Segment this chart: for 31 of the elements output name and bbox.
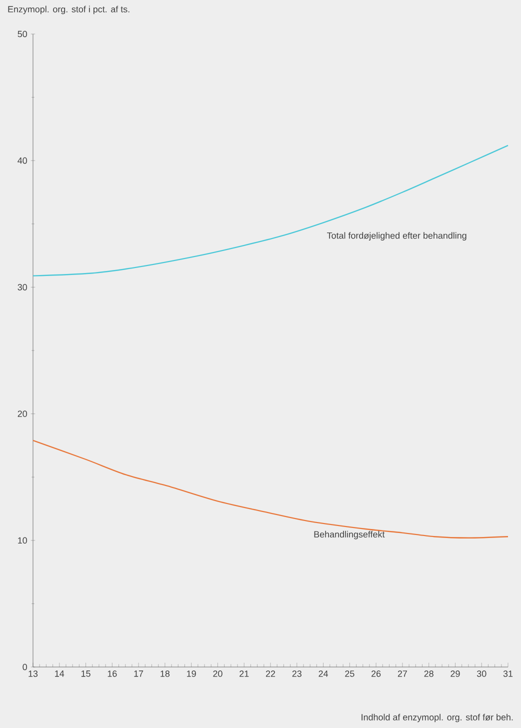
series-label: Behandlingseffekt bbox=[314, 530, 385, 540]
x-tick-label: 20 bbox=[213, 670, 222, 677]
y-tick-label: 30 bbox=[18, 284, 28, 290]
x-tick-label: 22 bbox=[266, 670, 276, 677]
y-axis-title: Enzymopl. org. stof i pct. af ts. bbox=[8, 6, 130, 14]
x-tick-label: 16 bbox=[108, 670, 117, 677]
line-series bbox=[32, 440, 509, 538]
x-tick-label: 30 bbox=[476, 670, 486, 677]
x-tick-label: 24 bbox=[318, 670, 328, 677]
x-tick-label: 25 bbox=[345, 670, 354, 677]
x-axis-title: Indhold af enzymopl. org. stof før beh. bbox=[362, 714, 513, 722]
x-tick-label: 26 bbox=[372, 670, 381, 677]
y-tick-label: 20 bbox=[18, 410, 28, 417]
x-tick-label: 21 bbox=[240, 670, 249, 677]
x-tick-label: 31 bbox=[503, 670, 513, 677]
x-tick-label: 19 bbox=[187, 670, 196, 677]
x-tick-label: 23 bbox=[292, 670, 302, 677]
y-tick-label: 0 bbox=[22, 664, 28, 670]
x-tick-label: 14 bbox=[55, 670, 64, 677]
x-tick-label: 17 bbox=[134, 670, 144, 677]
x-tick-label: 15 bbox=[81, 670, 90, 677]
series-label: Total fordøjelighed efter behandling bbox=[327, 232, 466, 241]
x-tick-label: 27 bbox=[398, 670, 407, 677]
x-tick-label: 29 bbox=[450, 670, 460, 677]
x-tick-label: 18 bbox=[160, 670, 170, 677]
x-tick-label: 13 bbox=[28, 670, 38, 677]
y-tick-label: 10 bbox=[18, 537, 28, 544]
line-series bbox=[32, 144, 509, 276]
y-tick-label: 40 bbox=[18, 157, 28, 164]
x-tick-label: 28 bbox=[424, 670, 434, 677]
y-tick-label: 50 bbox=[18, 30, 28, 38]
